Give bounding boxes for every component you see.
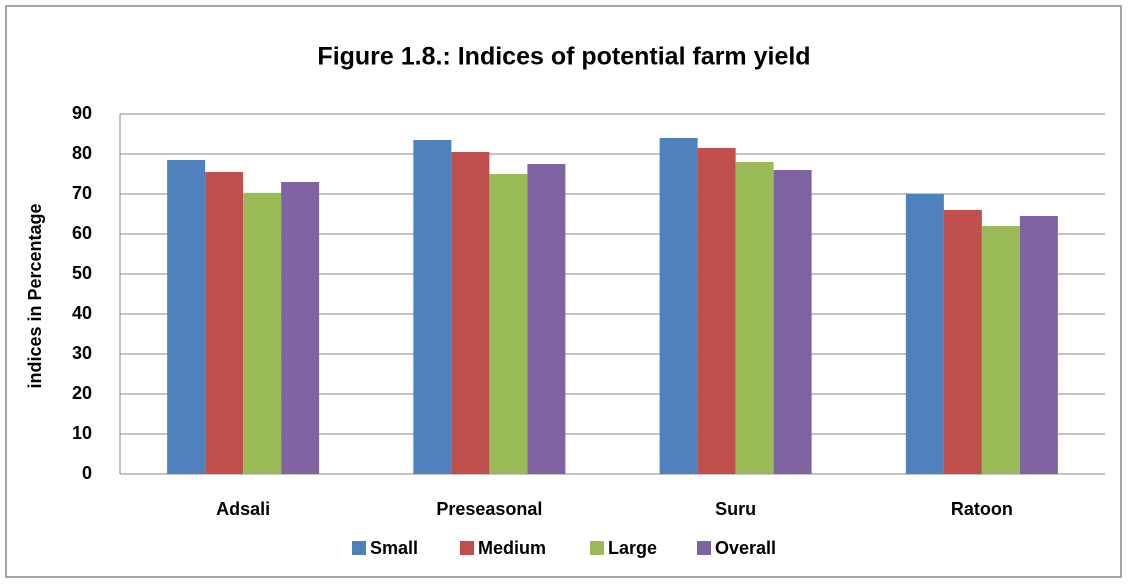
y-axis-label: indices in Percentage [25, 203, 45, 388]
bar [527, 164, 566, 474]
legend-label: Overall [715, 538, 776, 558]
x-tick-label: Ratoon [951, 499, 1013, 519]
y-tick-label: 30 [72, 343, 92, 363]
legend-label: Medium [478, 538, 546, 558]
x-tick-label: Suru [715, 499, 756, 519]
bar [981, 226, 1020, 474]
y-tick-label: 90 [72, 103, 92, 123]
y-tick-label: 80 [72, 143, 92, 163]
y-tick-label: 70 [72, 183, 92, 203]
y-tick-label: 20 [72, 383, 92, 403]
chart-title: Figure 1.8.: Indices of potential farm y… [317, 43, 810, 71]
y-tick-label: 10 [72, 423, 92, 443]
y-tick-label: 0 [82, 463, 92, 483]
bar [489, 174, 528, 474]
bar [773, 170, 812, 474]
y-tick-label: 60 [72, 223, 92, 243]
bar [905, 194, 944, 474]
legend-swatch [460, 541, 474, 555]
legend-label: Large [608, 538, 657, 558]
bar [243, 192, 282, 475]
bar [205, 172, 244, 474]
bar [697, 148, 736, 474]
bar [1019, 216, 1058, 474]
x-tick-label: Adsali [216, 499, 270, 519]
bar [451, 152, 490, 474]
bar [659, 138, 698, 474]
bar [943, 210, 982, 474]
legend-swatch [697, 541, 711, 555]
legend-swatch [590, 541, 604, 555]
bar [735, 162, 774, 474]
bar [167, 160, 206, 474]
legend-label: Small [370, 538, 418, 558]
y-tick-label: 50 [72, 263, 92, 283]
legend-swatch [352, 541, 366, 555]
y-tick-label: 40 [72, 303, 92, 323]
x-tick-label: Preseasonal [436, 499, 542, 519]
bar [281, 182, 320, 474]
bar [413, 140, 452, 474]
